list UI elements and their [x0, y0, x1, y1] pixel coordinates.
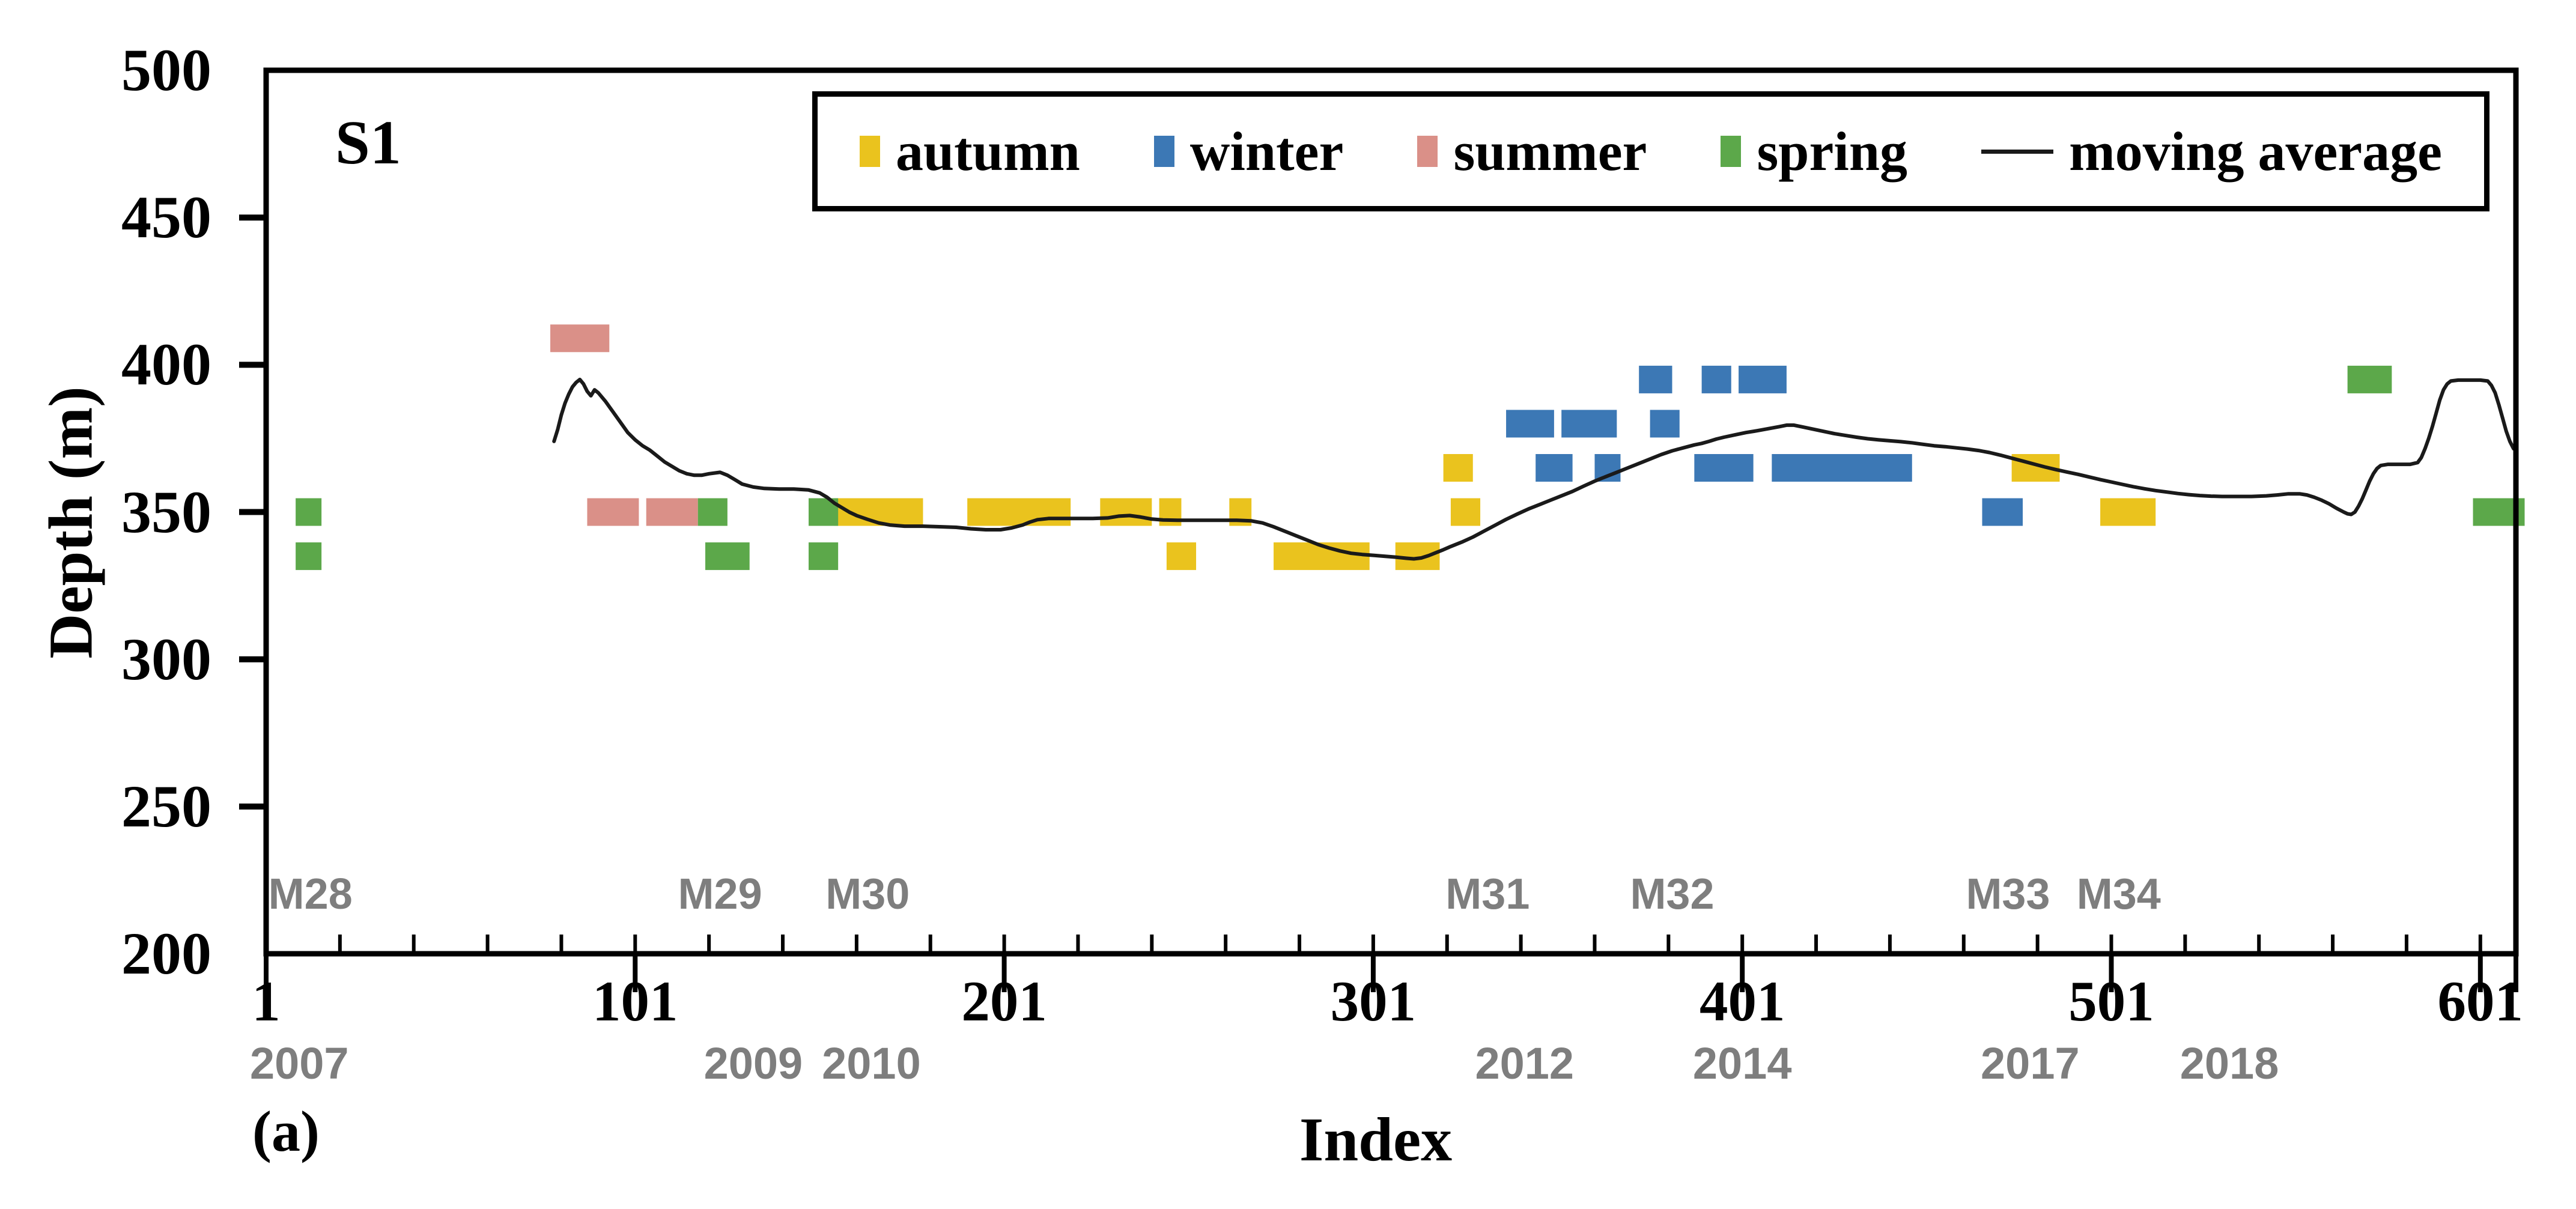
mooring-label: M29 [678, 870, 762, 918]
spring-marker-block [705, 542, 750, 571]
legend-item-autumn: autumn [860, 120, 1080, 183]
x-tick-label: 401 [1699, 969, 1785, 1033]
x-tick-label: 101 [592, 969, 678, 1033]
legend-label: winter [1189, 121, 1344, 182]
mooring-label: M31 [1445, 870, 1530, 918]
station-label: S1 [335, 108, 401, 177]
mooring-label: M28 [268, 870, 353, 918]
legend-square-icon [1153, 136, 1174, 167]
y-tick-label: 300 [121, 625, 211, 692]
year-label: 2017 [1981, 1038, 2080, 1088]
x-tick-label: 601 [2437, 969, 2524, 1033]
mooring-label: M33 [1966, 870, 2050, 918]
legend-item-moving-average: moving average [1981, 120, 2442, 183]
autumn-marker-block [1100, 498, 1152, 526]
summer-marker-block [550, 324, 610, 353]
spring-marker-block [809, 542, 839, 571]
legend-label: spring [1757, 121, 1907, 182]
mooring-label: M34 [2076, 870, 2161, 918]
legend-square-icon [860, 136, 880, 167]
autumn-marker-block [1166, 542, 1197, 571]
y-tick-label: 400 [121, 331, 211, 398]
year-label: 2007 [249, 1038, 349, 1088]
winter-marker-block [1506, 410, 1554, 438]
winter-marker-block [1639, 365, 1672, 393]
y-tick-label: 250 [121, 772, 211, 840]
legend-label: summer [1453, 121, 1647, 182]
winter-marker-block [1650, 410, 1680, 438]
legend-item-winter: winter [1153, 120, 1344, 183]
legend-square-icon [1721, 136, 1742, 167]
autumn-marker-block [1450, 498, 1481, 526]
legend-square-icon [1417, 136, 1438, 167]
x-tick-label: 201 [961, 969, 1047, 1033]
spring-marker-block [697, 498, 728, 526]
x-axis-title: Index [1299, 1105, 1453, 1174]
mooring-label: M30 [825, 870, 910, 918]
year-label: 2018 [2180, 1038, 2279, 1088]
winter-marker-block [1982, 498, 2023, 526]
winter-marker-block [1694, 454, 1754, 482]
winter-marker-block [1536, 454, 1573, 482]
spring-marker-block [296, 542, 322, 571]
y-tick-label: 200 [121, 920, 211, 987]
moving-average-line [552, 377, 2516, 561]
legend-item-summer: summer [1417, 120, 1647, 183]
summer-marker-block [646, 498, 698, 526]
year-label: 2014 [1692, 1038, 1792, 1088]
x-tick-label: 301 [1330, 969, 1417, 1033]
autumn-marker-block [967, 498, 1071, 526]
year-label: 2010 [822, 1038, 921, 1088]
y-tick-label: 350 [121, 478, 211, 545]
legend: autumn winter summer spring moving average [812, 91, 2489, 211]
winter-marker-block [1561, 410, 1617, 438]
spring-marker-block [296, 498, 322, 526]
winter-marker-block [1701, 365, 1731, 393]
year-label: 2009 [703, 1038, 803, 1088]
plot-frame [263, 67, 2519, 957]
autumn-marker-block [1443, 454, 1473, 482]
y-tick-label: 500 [121, 37, 211, 104]
summer-marker-block [587, 498, 639, 526]
mooring-label: M32 [1630, 870, 1715, 918]
legend-label: autumn [896, 121, 1080, 182]
winter-marker-block [1772, 454, 1912, 482]
x-tick-label: 1 [252, 969, 281, 1033]
spring-marker-block [2347, 365, 2392, 393]
panel-label: (a) [252, 1099, 320, 1163]
autumn-marker-block [2100, 498, 2156, 526]
y-tick-label: 450 [121, 184, 211, 251]
year-label: 2012 [1475, 1038, 1575, 1088]
legend-item-spring: spring [1721, 120, 1907, 183]
winter-marker-block [1739, 365, 1787, 393]
x-tick-label: 501 [2068, 969, 2154, 1033]
legend-label: moving average [2069, 121, 2442, 182]
legend-line-icon [1981, 149, 2054, 154]
